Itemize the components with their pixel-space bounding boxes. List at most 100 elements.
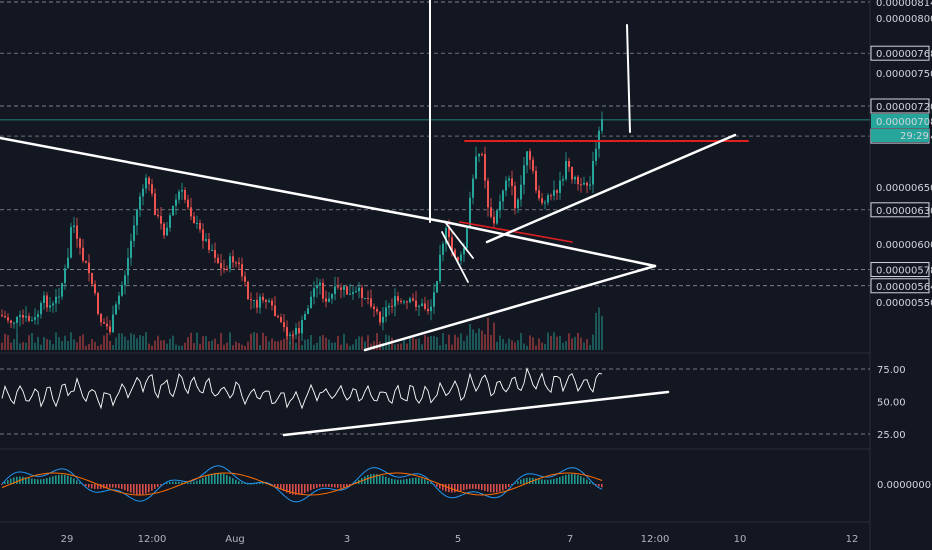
volume-bar <box>502 338 504 350</box>
volume-bar <box>193 343 195 350</box>
macd-histogram-bar <box>469 484 471 489</box>
candle-body <box>580 184 582 186</box>
volume-bar <box>436 337 438 350</box>
candle-body <box>457 256 459 261</box>
macd-histogram-bar <box>121 484 123 490</box>
volume-bar <box>442 333 444 350</box>
macd-histogram-bar <box>601 484 603 488</box>
candle-body <box>595 148 597 162</box>
macd-histogram-bar <box>91 484 93 489</box>
volume-bar <box>112 345 114 350</box>
macd-histogram-bar <box>379 474 381 484</box>
volume-bar <box>286 335 288 350</box>
candle-body <box>37 314 39 318</box>
volume-bar <box>430 335 432 350</box>
volume-bar <box>526 345 528 350</box>
last-price-badge: 0.00000708 29:29 <box>871 114 932 142</box>
candle-body <box>199 223 201 230</box>
volume-bar <box>310 334 312 350</box>
volume-bar <box>226 342 228 350</box>
price-tick-label: 0.00000600 <box>876 240 932 251</box>
candle-body <box>31 319 33 321</box>
volume-bar <box>145 332 147 350</box>
volume-bar <box>37 336 39 350</box>
candle-body <box>253 299 255 301</box>
volume-bar <box>475 333 477 350</box>
trendline-drawings[interactable] <box>0 0 749 352</box>
volume-bar <box>133 334 135 350</box>
candle-body <box>574 176 576 180</box>
volume-bar <box>571 338 573 350</box>
volume-bar <box>433 336 435 350</box>
candle-body <box>421 303 423 306</box>
volume-bar <box>439 345 441 350</box>
candle-body <box>496 210 498 224</box>
candle-body <box>145 177 147 189</box>
candle-body <box>418 305 420 307</box>
candle-body <box>577 176 579 185</box>
volume-bar <box>457 337 459 350</box>
volume-bar <box>76 342 78 350</box>
macd-histogram-bar <box>460 484 462 492</box>
volume-bar <box>343 333 345 350</box>
candle-body <box>277 315 279 318</box>
macd-histogram-bar <box>526 477 528 484</box>
macd-histogram-bar <box>508 484 510 488</box>
volume-bar <box>496 341 498 350</box>
volume-bar <box>445 344 447 350</box>
candle-body <box>526 151 528 166</box>
volume-bar <box>283 338 285 350</box>
candle-body <box>265 300 267 302</box>
macd-histogram-bar <box>67 475 69 484</box>
candle-body <box>355 291 357 293</box>
macd-histogram-bar <box>316 484 318 488</box>
candle-body <box>406 301 408 303</box>
volume-bar <box>256 333 258 350</box>
macd-histogram-bar <box>133 484 135 494</box>
volume-bar <box>385 334 387 350</box>
macd-histogram-bar <box>25 477 27 484</box>
macd-histogram-bar <box>85 484 87 487</box>
macd-histogram-bar <box>193 481 195 484</box>
candle-body <box>34 317 36 320</box>
candle-body <box>238 262 240 265</box>
candle-body <box>301 320 303 334</box>
volume-bar <box>217 344 219 350</box>
time-tick-label: 12:00 <box>138 534 167 545</box>
volume-bar <box>349 345 351 350</box>
macd-histogram-bar <box>451 484 453 493</box>
time-tick-label: 3 <box>344 534 350 545</box>
macd-histogram-bar <box>325 484 327 487</box>
candle-body <box>535 170 537 191</box>
volume-bar <box>403 339 405 350</box>
volume-bar <box>520 332 522 350</box>
macd-signal-line <box>1 472 603 496</box>
volume-bar <box>163 340 165 350</box>
macd-histogram-bar <box>175 481 177 484</box>
volume-bar <box>562 342 564 350</box>
candle-body <box>208 239 210 250</box>
volume-bar <box>103 335 105 350</box>
level-label: 0.00000578 <box>876 266 932 277</box>
volume-bar <box>49 339 51 350</box>
candle-body <box>553 190 555 196</box>
macd-histogram-bar <box>550 479 552 484</box>
macd-histogram-bar <box>586 479 588 484</box>
time-axis[interactable]: 29 12:00 Aug 3 5 7 12:00 10 12 <box>61 534 859 545</box>
macd-histogram-bar <box>490 484 492 493</box>
candle-body <box>286 327 288 336</box>
macd-histogram-bar <box>334 484 336 488</box>
macd-histogram-bar <box>55 475 57 484</box>
candle-body <box>124 275 126 286</box>
candle-body <box>589 184 591 186</box>
candle-body <box>82 247 84 261</box>
macd-histogram-bar <box>154 484 156 489</box>
volume-bar <box>322 334 324 350</box>
volume-bar <box>415 338 417 350</box>
candle-body <box>478 154 480 157</box>
volume-bar <box>595 312 597 350</box>
volume-bar <box>391 337 393 350</box>
candle-body <box>118 295 120 305</box>
candle-body <box>430 306 432 312</box>
